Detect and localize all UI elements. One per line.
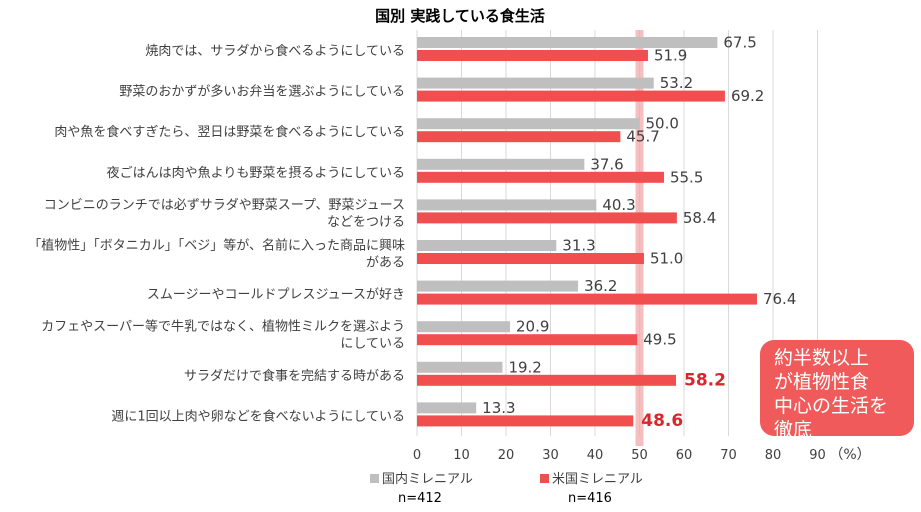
tick-label: 80 (765, 448, 782, 463)
bar-domestic (417, 199, 597, 211)
bar-domestic (417, 402, 477, 414)
value-labels: 67.5 51.9 53.2 69.2 50.045.737.6 55.5 40.3 58.4… (482, 34, 796, 431)
bar-us (417, 253, 644, 264)
tick-label: 50 (631, 448, 648, 463)
data-label: 19.2 (508, 358, 541, 376)
bar-domestic (417, 118, 640, 130)
category-label: カフェやスーパー等で牛乳ではなく、植物性ミルクを選ぶよう (41, 319, 405, 335)
category-label: にしている (340, 337, 405, 352)
legend-swatch (540, 474, 549, 483)
data-label: 31.3 (562, 237, 595, 255)
data-label: 76.4 (763, 290, 796, 308)
tick-label: 0 (413, 448, 421, 463)
legend-label: 米国ミレニアル (552, 472, 643, 487)
category-label: スムージーやコールドプレスジュースが好き (147, 288, 405, 303)
callout-box: 約半数以上 が植物性食 中心の生活を 徹底 (760, 340, 914, 441)
bar-us (417, 293, 757, 305)
chart-title: 国別 実践している食生活 (375, 7, 545, 25)
bar-domestic (417, 361, 503, 373)
tick-label: 90 (809, 448, 826, 463)
data-label: 55.5 (670, 168, 703, 186)
bar-domestic (417, 280, 579, 292)
bar-domestic (417, 77, 654, 89)
data-label: 51.9 (654, 47, 687, 65)
data-label: 36.2 (584, 277, 617, 295)
data-label: 45.7 (626, 128, 659, 146)
grid (416, 30, 818, 436)
data-label: 40.3 (602, 196, 635, 214)
category-label: などをつける (327, 215, 405, 230)
data-label: 58.2 (684, 370, 726, 390)
bar-us (417, 334, 638, 346)
bar-us (417, 374, 676, 386)
bar-domestic (417, 240, 557, 251)
category-label: サラダだけで食事を完結する時がある (184, 368, 405, 384)
callout-line: が植物性食 (774, 371, 870, 393)
category-label: 夜ごはんは肉や魚よりも野菜を摂るようにしている (107, 165, 405, 181)
reference-band (635, 30, 644, 446)
legend: 国内ミレニアル n=412 米国ミレニアル n=416 (370, 471, 643, 506)
category-label: 「植物性」「ボタニカル」「ベジ」等が、名前に入った商品に興味 (28, 238, 405, 254)
bar-us (417, 50, 648, 61)
data-label: 13.3 (482, 399, 515, 417)
data-label: 53.2 (660, 74, 693, 92)
bar-us (417, 415, 634, 427)
tick-label: 60 (676, 448, 693, 463)
data-label: 20.9 (516, 318, 549, 336)
bar-domestic (417, 37, 718, 48)
tick-label: 70 (720, 448, 737, 463)
data-label: 51.0 (650, 250, 683, 268)
reference-line (635, 30, 644, 446)
bar-domestic (417, 158, 585, 170)
bar-us (417, 212, 677, 224)
category-label: 週に1回以上肉や卵などを食べないようにしている (111, 408, 405, 424)
tick-label: 20 (498, 448, 515, 463)
category-labels: 焼肉では、サラダから食べるようにしている野菜のおかずが多いお弁当を選ぶようにして… (28, 43, 405, 424)
callout-line: 中心の生活を (774, 395, 889, 417)
legend-swatch (370, 474, 379, 483)
callout-line: 約半数以上 (774, 347, 870, 369)
data-label: 50.0 (646, 115, 679, 133)
tick-label: 40 (587, 448, 604, 463)
category-label: 野菜のおかずが多いお弁当を選ぶようにしている (119, 84, 405, 100)
legend-label: 国内ミレニアル (382, 471, 473, 487)
unit-label: （%） (829, 447, 870, 463)
data-label: 37.6 (590, 155, 623, 173)
bar-domestic (417, 321, 511, 333)
callout-line: 徹底 (774, 419, 813, 441)
bar-us (417, 131, 621, 143)
bar-us (417, 171, 664, 183)
data-label: 48.6 (641, 411, 683, 431)
legend-n: n=416 (568, 491, 612, 506)
tick-label: 10 (453, 448, 470, 463)
x-axis-ticks: 0 10 20 30 40 50 60 70 80 90 (413, 448, 826, 463)
bars (417, 37, 757, 427)
bar-us (417, 90, 725, 102)
data-label: 69.2 (731, 87, 764, 105)
category-label: コンビニのランチでは必ずサラダや野菜スープ、野菜ジュース (44, 198, 405, 213)
category-label: がある (366, 256, 405, 271)
tick-label: 30 (542, 448, 559, 463)
data-label: 67.5 (723, 34, 756, 52)
legend-n: n=412 (398, 491, 442, 506)
category-label: 焼肉では、サラダから食べるようにしている (145, 43, 405, 59)
data-label: 58.4 (683, 209, 716, 227)
data-label: 49.5 (643, 331, 676, 349)
category-label: 肉や魚を食べすぎたら、翌日は野菜を食べるようにしている (54, 124, 405, 140)
